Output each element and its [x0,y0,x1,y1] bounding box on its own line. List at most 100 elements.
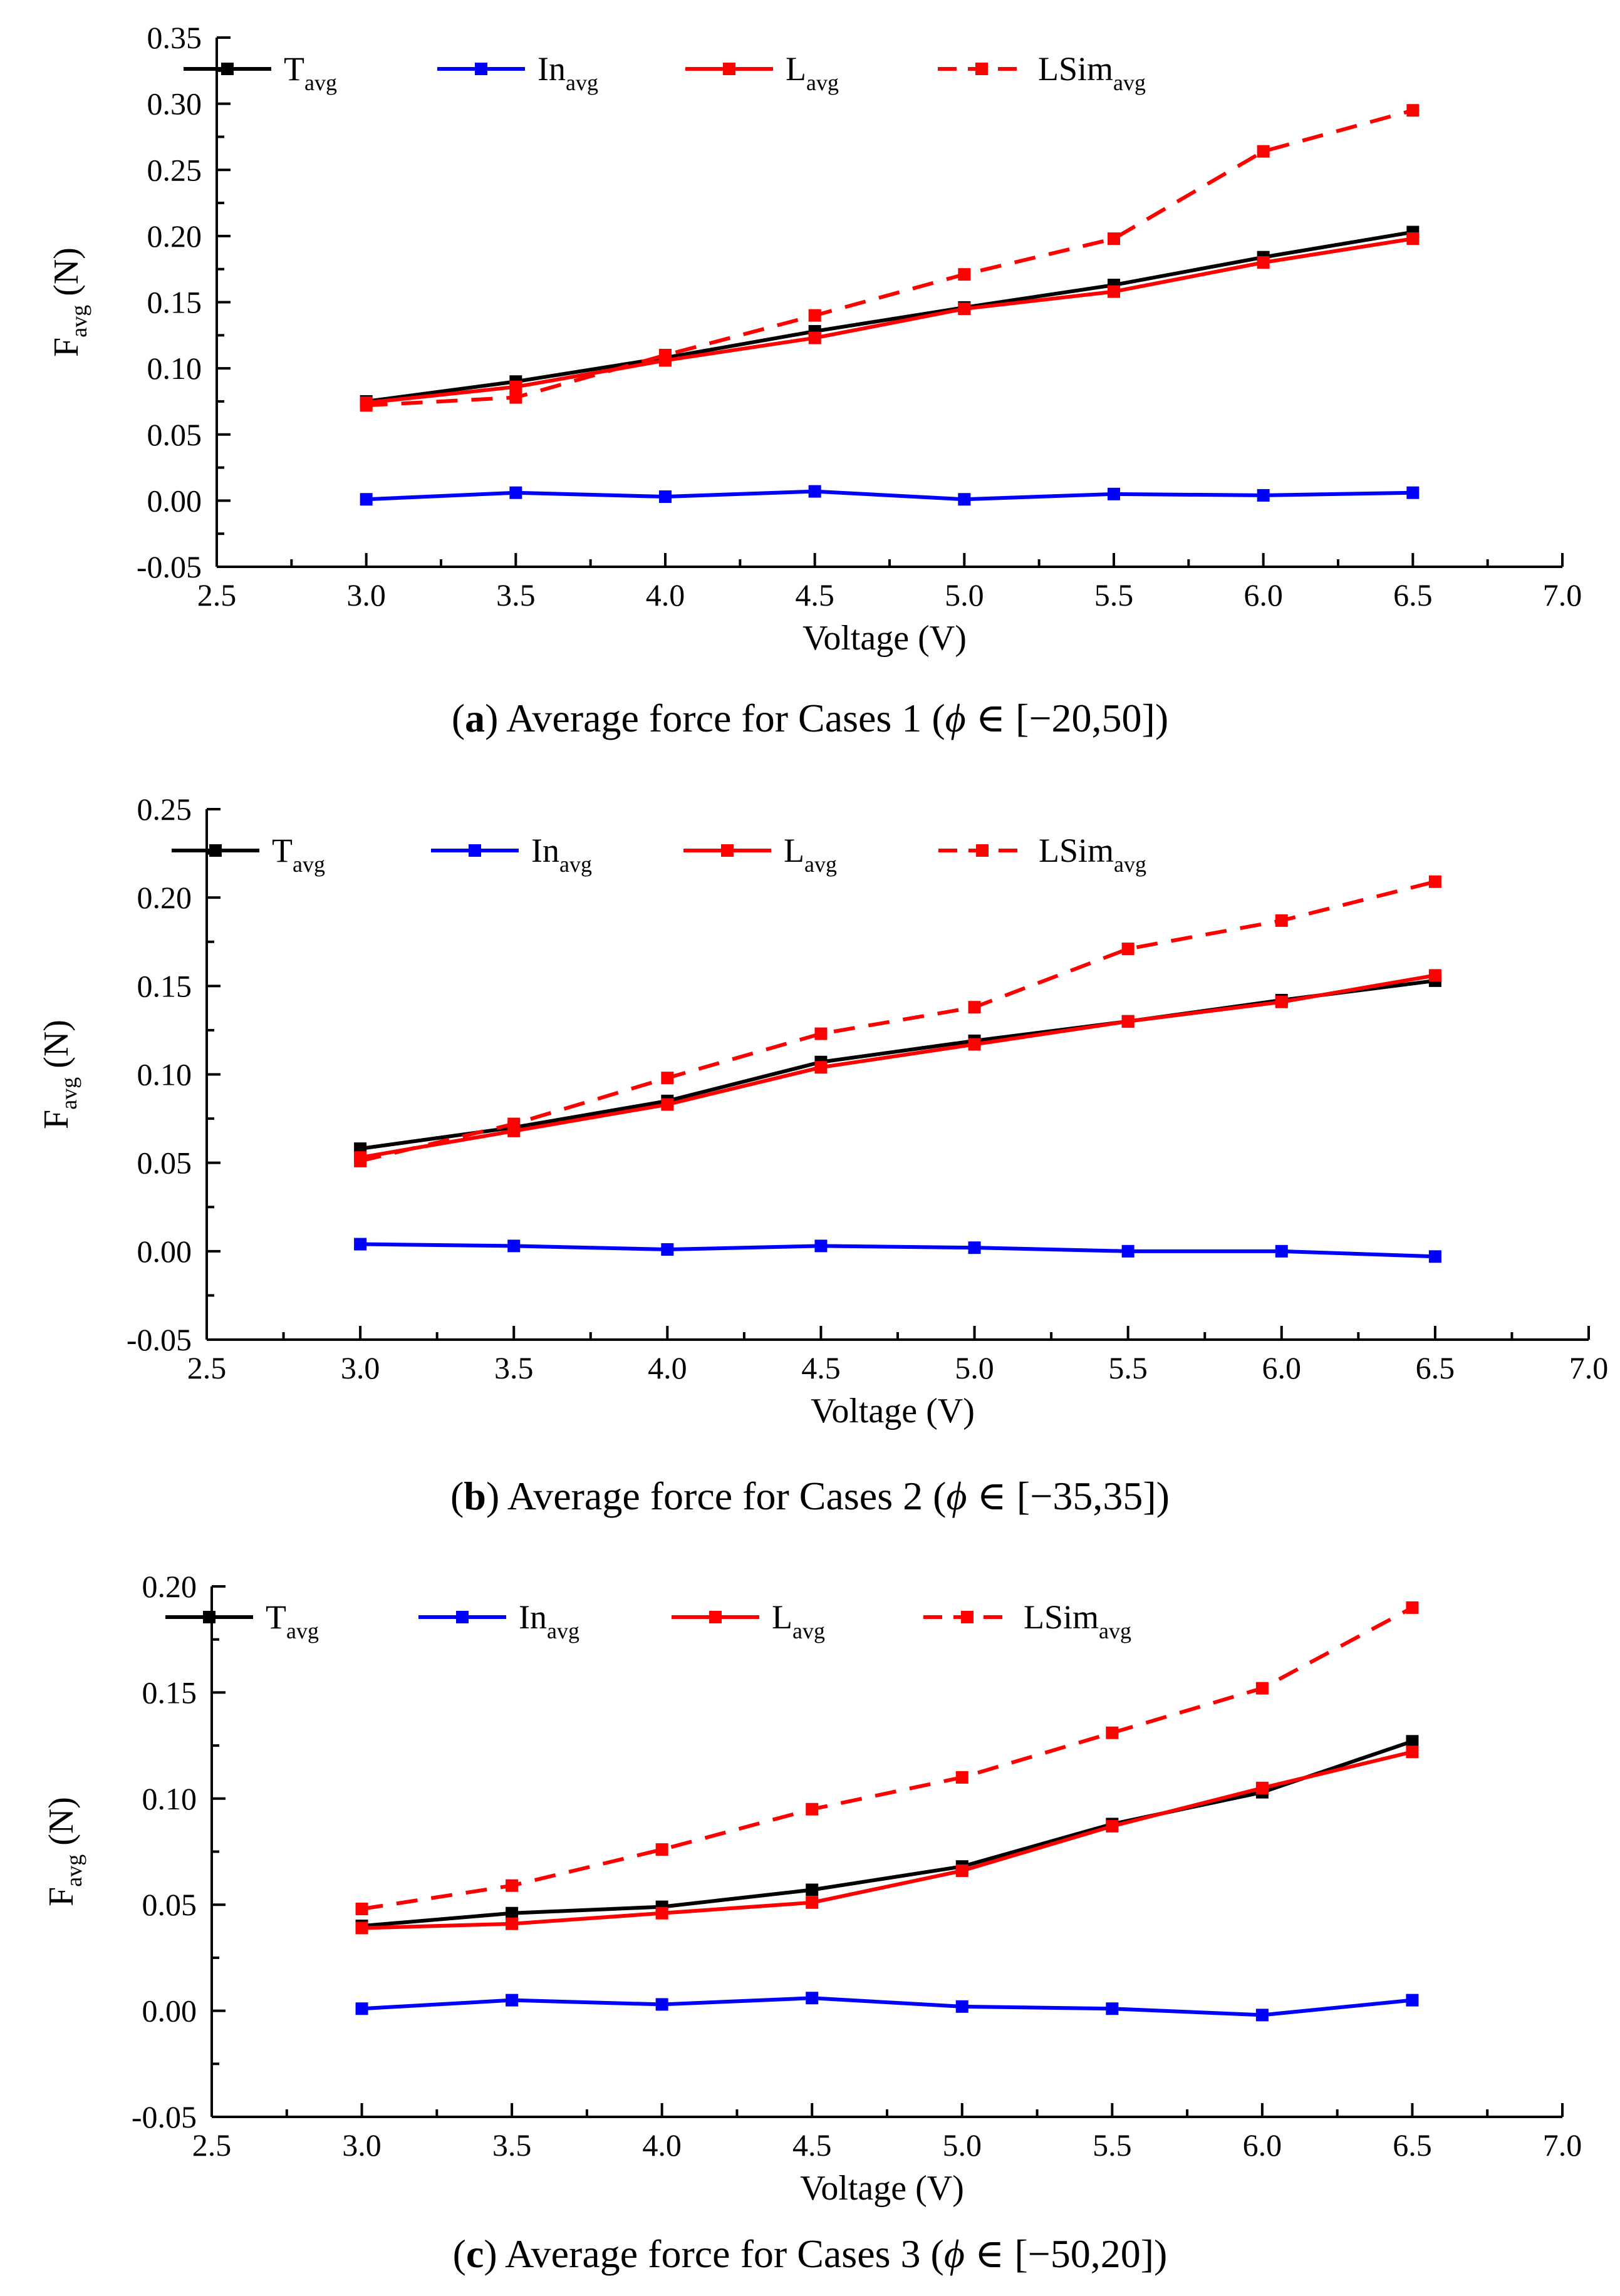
legend-swatch-marker [221,63,234,75]
caption-paren-open: ( [452,696,465,740]
x-tick-label: 3.5 [496,577,536,613]
data-point [655,1843,668,1856]
data-point [806,1896,819,1909]
y-tick-label: 0.10 [147,351,202,386]
y-tick-label: 0.00 [147,483,202,518]
legend-label: LSimavg [1039,832,1146,877]
series-l [355,1745,1419,1935]
data-point [506,1917,519,1930]
data-point [1255,1682,1269,1695]
legend-label-main: T [272,832,293,869]
legend-label: LSimavg [1038,50,1146,95]
y-tick-label: 0.05 [147,417,202,452]
data-point [1108,487,1120,500]
data-point [958,493,971,506]
legend-entry-lsim: LSimavg [938,832,1146,877]
legend-label-sub: avg [293,852,325,877]
legend-swatch-marker [961,1611,974,1623]
y-axis-title-unit: (N) [37,1020,76,1077]
data-point [1106,2002,1119,2015]
data-point [1406,1745,1419,1759]
y-tick-label: 0.05 [137,1145,192,1181]
y-axis-title-unit: (N) [42,1797,81,1854]
data-point [1257,489,1270,502]
series-line-t [360,978,1436,1151]
data-point [808,309,821,322]
data-point [1121,1015,1135,1028]
legend-label: Tavg [284,50,337,95]
legend-swatch-marker [209,844,222,857]
data-point [1257,256,1270,269]
data-point [968,1038,981,1051]
series-lsim [354,875,1441,1167]
data-point [806,1992,819,2005]
legend-label-main: In [537,50,566,88]
series-lsim [355,1601,1419,1915]
x-tick-label: 5.5 [1108,1350,1148,1385]
legend-label-main: L [786,50,806,88]
caption-paren-open: ( [450,1474,464,1518]
data-point [968,1001,981,1014]
legend-label: Tavg [266,1598,319,1643]
legend-entry-l: Lavg [683,832,837,877]
legend-entry-t: Tavg [165,1598,319,1643]
panel-a: 2.5 3.0 3.5 4.0 4.5 5.0 5.5 6.0 6.5 7.0 -0.05 0.00 0… [47,20,1582,740]
legend-label-sub: avg [559,852,592,877]
caption-text: Average force for Cases 2 ( [499,1474,946,1518]
y-tick-label: 0.10 [142,1781,197,1816]
legend-label: Inavg [531,832,592,877]
data-point [655,1998,668,2011]
data-point [814,1239,828,1253]
legend-swatch-marker [976,844,989,857]
legend-swatch-marker [203,1611,215,1623]
series-line-t [361,1739,1413,1928]
legend-entry-in: Inavg [437,50,598,95]
data-point [1428,1250,1441,1263]
legend-label-sub: avg [1113,70,1146,95]
data-point [958,303,971,316]
data-point [1406,1601,1419,1614]
legend-label-sub: avg [792,1618,825,1643]
data-point [355,1902,368,1915]
data-point [1428,969,1441,982]
panel-c: 2.5 3.0 3.5 4.0 4.5 5.0 5.5 6.0 6.5 7.0 -0.05 0.00 0… [42,1569,1582,2276]
x-axis-title: Voltage (V) [802,619,967,658]
legend-label-main: LSim [1039,832,1114,869]
caption-paren-close: ) [486,1474,499,1518]
data-point [354,1238,367,1251]
series-l [354,969,1441,1164]
series-line-t [366,230,1413,403]
x-tick-label: 6.0 [1244,577,1283,613]
x-tick-label: 3.0 [342,2128,382,2163]
legend-entry-t: Tavg [172,832,325,877]
legend-entry-in: Inavg [431,832,592,877]
legend-label-sub: avg [286,1618,319,1643]
data-point [808,331,821,344]
data-point [360,493,373,506]
legend-label-main: LSim [1038,50,1113,88]
data-point [1275,995,1288,1008]
data-point [506,1906,519,1920]
y-tick-label: -0.05 [137,549,202,584]
data-point [955,1771,968,1784]
caption-paren-close: ) [484,2231,497,2276]
x-tick-label: 7.0 [1543,2128,1582,2163]
data-point [1255,2009,1269,2022]
data-point [1108,232,1120,246]
legend-label-sub: avg [1114,852,1146,877]
caption-text: Average force for Cases 3 ( [497,2231,944,2276]
data-point [1406,104,1420,117]
legend-label: Lavg [784,832,837,877]
data-point [355,1921,368,1935]
x-tick-label: 5.5 [1094,577,1134,613]
y-tick-label: -0.05 [132,2099,197,2134]
x-tick-label: 4.5 [792,2128,832,2163]
figure-caption: (b) Average force for Cases 2 (ϕ ∈ [−35,… [450,1474,1170,1518]
data-point [1121,943,1135,956]
legend-entry-lsim: LSimavg [923,1598,1131,1643]
y-axis-title-sub: avg [61,1854,86,1887]
data-point [1275,914,1288,927]
caption-range: ∈ [−20,50]) [966,696,1168,740]
data-point [806,1802,819,1816]
